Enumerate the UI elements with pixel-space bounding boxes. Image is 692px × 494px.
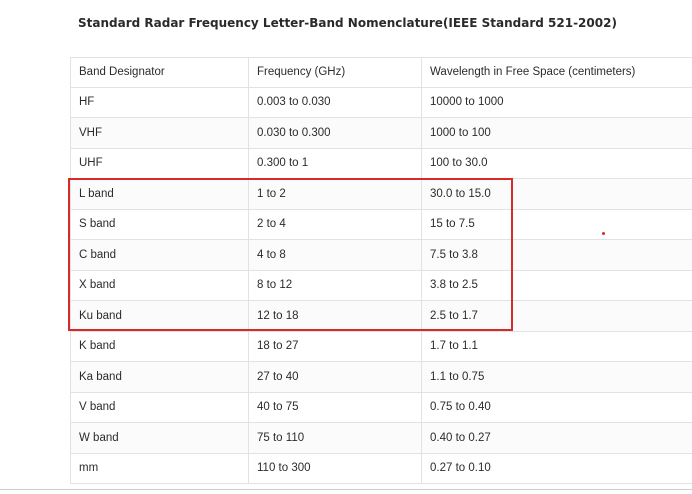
wavelength-cell: 1.7 to 1.1 — [430, 340, 478, 353]
band-cell: Ka band — [71, 362, 249, 392]
frequency-cell: 2 to 4 — [249, 209, 422, 239]
table-row: S band 2 to 4 15 to 7.5 — [71, 209, 692, 240]
table-row: K band 18 to 27 1.7 to 1.1 — [71, 331, 692, 362]
band-cell: L band — [71, 179, 249, 209]
band-cell: X band — [71, 270, 249, 300]
wavelength-cell: 100 to 30.0 — [430, 157, 488, 170]
wavelength-cell: 3.8 to 2.5 — [430, 279, 478, 292]
frequency-cell: 40 to 75 — [249, 392, 422, 422]
table-row: L band 1 to 2 30.0 to 15.0 — [71, 179, 692, 210]
wavelength-cell: 10000 to 1000 — [430, 96, 504, 109]
table-row: V band 40 to 75 0.75 to 0.40 — [71, 392, 692, 423]
table-row: C band 4 to 8 7.5 to 3.8 — [71, 240, 692, 271]
wavelength-cell: 0.75 to 0.40 — [430, 401, 491, 414]
band-cell: W band — [71, 423, 249, 453]
frequency-cell: 27 to 40 — [249, 362, 422, 392]
frequency-cell: 1 to 2 — [249, 179, 422, 209]
band-cell: mm — [71, 453, 249, 483]
table-row: Ka band 27 to 40 1.1 to 0.75 — [71, 362, 692, 393]
frequency-cell: 0.030 to 0.300 — [249, 118, 422, 148]
table-caption: Standard Radar Frequency Letter-Band Nom… — [78, 16, 617, 30]
frequency-cell: 0.300 to 1 — [249, 148, 422, 178]
divider — [0, 489, 692, 490]
wavelength-cell: 30.0 to 15.0 — [430, 187, 491, 200]
frequency-cell: 0.003 to 0.030 — [249, 87, 422, 117]
frequency-cell: 18 to 27 — [249, 331, 422, 361]
table-row: UHF 0.300 to 1 100 to 30.0 — [71, 148, 692, 179]
frequency-cell: 110 to 300 — [249, 453, 422, 483]
table-row: X band 8 to 12 3.8 to 2.5 — [71, 270, 692, 301]
band-cell: UHF — [71, 148, 249, 178]
frequency-cell: 4 to 8 — [249, 240, 422, 270]
band-cell: C band — [71, 240, 249, 270]
wavelength-cell: 15 to 7.5 — [430, 218, 475, 231]
table-row: Ku band 12 to 18 2.5 to 1.7 — [71, 301, 692, 332]
band-cell: K band — [71, 331, 249, 361]
wavelength-cell: 7.5 to 3.8 — [430, 248, 478, 261]
wavelength-cell: 1.1 to 0.75 — [430, 370, 485, 383]
table-row: VHF 0.030 to 0.300 1000 to 100 — [71, 118, 692, 149]
table-header-row: Band Designator Frequency (GHz) Waveleng… — [71, 57, 692, 88]
table-row: HF 0.003 to 0.030 10000 to 1000 — [71, 87, 692, 118]
frequency-cell: 75 to 110 — [249, 423, 422, 453]
frequency-cell: 8 to 12 — [249, 270, 422, 300]
band-cell: V band — [71, 392, 249, 422]
header-wavelength: Wavelength in Free Space (centimeters) — [430, 66, 636, 79]
band-cell: VHF — [71, 118, 249, 148]
wavelength-cell: 1000 to 100 — [430, 126, 491, 139]
table-row: W band 75 to 110 0.40 to 0.27 — [71, 423, 692, 454]
band-cell: HF — [71, 87, 249, 117]
header-band-designator: Band Designator — [71, 58, 249, 87]
band-cell: Ku band — [71, 301, 249, 331]
header-frequency: Frequency (GHz) — [249, 58, 422, 87]
table-row: mm 110 to 300 0.27 to 0.10 — [71, 453, 692, 484]
annotation-dot — [602, 232, 605, 235]
wavelength-cell: 2.5 to 1.7 — [430, 309, 478, 322]
wavelength-cell: 0.40 to 0.27 — [430, 431, 491, 444]
frequency-cell: 12 to 18 — [249, 301, 422, 331]
wavelength-cell: 0.27 to 0.10 — [430, 462, 491, 475]
band-cell: S band — [71, 209, 249, 239]
radar-band-table: Band Designator Frequency (GHz) Waveleng… — [70, 57, 692, 484]
